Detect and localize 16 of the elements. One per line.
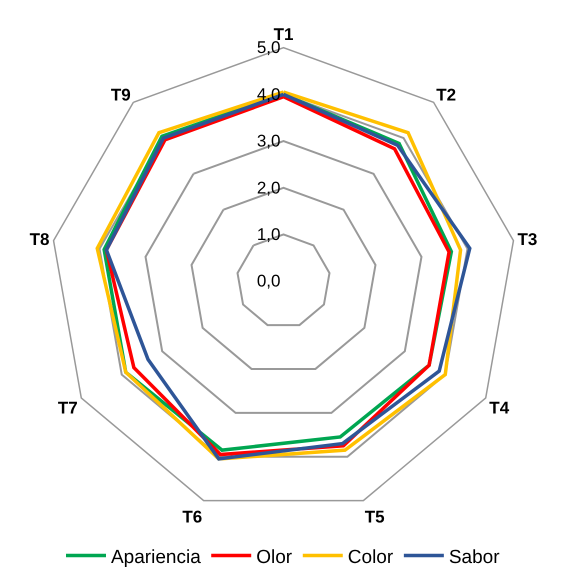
y-tick-label: 0,0: [256, 272, 280, 291]
spoke-label: T3: [518, 230, 538, 250]
spoke-label: T2: [436, 85, 456, 104]
legend-label: Apariencia: [111, 546, 202, 568]
spoke-label: T9: [110, 85, 131, 104]
spoke-label: T7: [58, 398, 78, 418]
spoke-label: T8: [30, 230, 50, 250]
y-tick-label: 3,0: [256, 132, 280, 151]
legend-label: Color: [348, 546, 394, 568]
y-tick-label: 1,0: [256, 225, 280, 244]
spoke-label: T5: [364, 508, 385, 527]
spoke-label: T4: [489, 398, 510, 418]
legend-label: Olor: [256, 546, 293, 568]
spoke-label: T6: [182, 508, 202, 527]
y-tick-label: 2,0: [256, 178, 280, 198]
legend-label: Sabor: [448, 546, 500, 568]
